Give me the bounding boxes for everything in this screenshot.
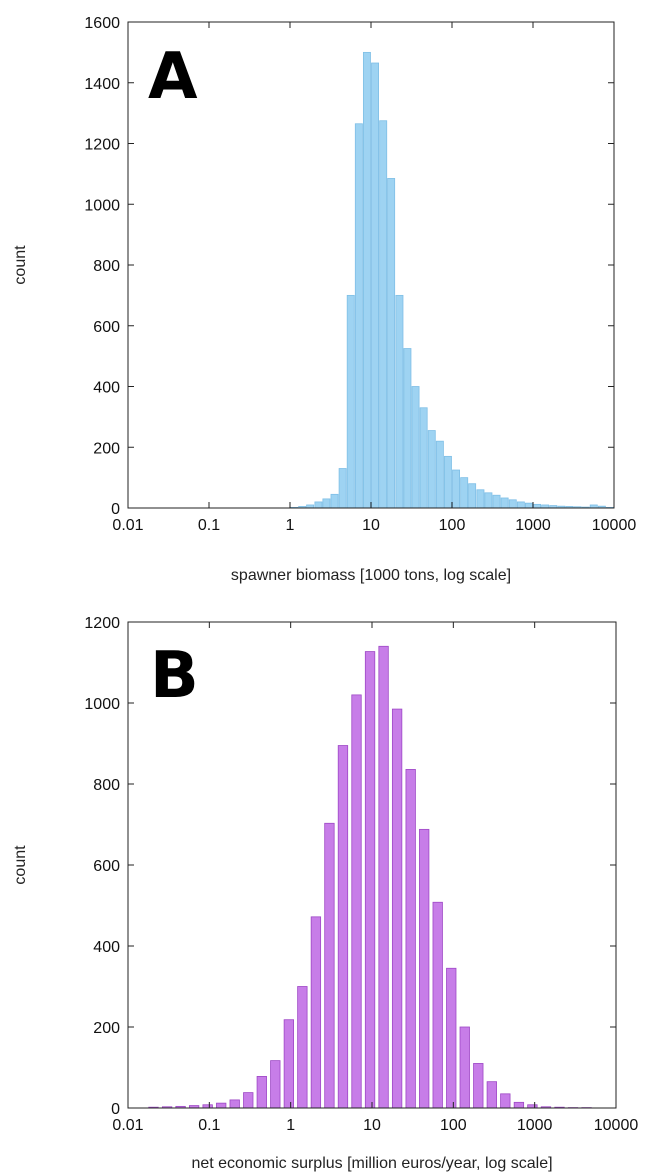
panel-b-bar [310,916,322,1109]
panel-b-bar [486,1081,497,1109]
panel-a-bar [387,178,396,509]
panel-a-bar [452,469,460,509]
panel-a-bar [476,489,485,509]
panel-a-plot-frame [127,21,615,509]
panel-b-bar [337,745,349,1109]
panel-a-bar [533,503,541,509]
panel-b-x-tick-label: 0.01 [112,1117,143,1134]
panel-a-y-axis-title: count [12,245,29,285]
panel-a-y-tick-label: 1600 [84,15,120,32]
panel-b-bar [513,1101,525,1109]
panel-a-y-tick-label: 1000 [84,197,120,214]
panel-b-x-tick-label: 10 [363,1117,381,1134]
panel-b-bar [351,694,362,1109]
panel-b-y-tick-label: 0 [111,1101,120,1118]
panel-a-x-axis-title: spawner biomass [1000 tons, log scale] [231,567,511,584]
panel-b-x-tick-label: 10000 [594,1117,639,1134]
panel-a-y-tick-label: 800 [93,258,120,275]
panel-b-x-tick-label: 100 [440,1117,467,1134]
panel-a-y-tick-label: 1200 [84,137,120,154]
panel-b-histogram: 0.01 0.1 1 10 100 1000 10000 0 200 400 600 800 1000 1… [12,615,638,1172]
panel-b-bar [405,769,416,1109]
panel-a-y-tick-label: 200 [93,440,120,457]
panel-a-bar [508,499,517,509]
panel-b-y-tick-label: 200 [93,1020,120,1037]
panel-b-bar [283,1019,294,1109]
panel-b-bar [500,1093,511,1109]
panel-a-bar [500,497,509,509]
panel-a-bar [330,493,339,509]
panel-b-x-tick-label: 0.1 [198,1117,220,1134]
panel-b-bar [216,1102,227,1109]
panel-a-bar [314,501,323,509]
panel-a-x-tick-label: 0.1 [198,517,220,534]
panel-b-bar [256,1076,267,1109]
panel-a-bar [524,502,533,509]
panel-b-bar [419,828,430,1109]
panel-b-y-axis-title: count [12,845,29,885]
panel-a-bar [354,123,363,509]
panel-a-x-tick-label: 100 [439,517,466,534]
panel-b-y-tick-label: 1200 [84,615,120,632]
panel-b-bar [364,651,376,1109]
panel-b-bar [432,901,443,1109]
panel-b-bar [229,1099,240,1109]
panel-a-x-tick-label: 10 [362,517,380,534]
panel-a-bar [468,483,477,509]
panel-b-y-tick-label: 800 [93,777,120,794]
panel-b-x-tick-label: 1 [286,1117,295,1134]
panel-a-bar [338,468,347,509]
panel-b-y-tick-label: 600 [93,858,120,875]
panel-b-bar [459,1026,470,1109]
panel-a-bar [379,120,388,509]
panel-a-bar [419,407,428,509]
panel-a-x-tick-label: 1 [286,517,295,534]
panel-a-bar [460,477,469,509]
panel-a-y-tick-label: 600 [93,319,120,336]
panel-a-bar [427,430,436,509]
panel-b-bar [243,1092,254,1109]
panel-a-bar [395,294,404,509]
panel-b-bar [324,822,335,1109]
panel-b-bar [297,986,308,1109]
panel-a-y-tick-label: 400 [93,380,120,397]
panel-a-bar [362,51,371,509]
panel-b-bars [148,645,592,1109]
panel-b-x-tick-label: 1000 [517,1117,553,1134]
panel-b-bar [270,1060,281,1109]
panel-a-bar [435,440,444,509]
panel-b-x-axis-title: net economic surplus [million euros/year… [191,1155,552,1172]
panel-a-bar [443,455,452,509]
panel-a-histogram: 0.01 0.1 1 10 100 1000 10000 0 200 400 600 800 1000 1… [12,15,636,584]
panel-a-y-tick-label: 0 [111,501,120,518]
panel-a-label: A [148,40,198,114]
panel-a-bar [484,492,493,509]
panel-b-bar [391,708,403,1109]
panel-b-y-tick-label: 1000 [84,696,120,713]
panel-a-x-tick-label: 1000 [515,517,551,534]
panel-b-bar [446,967,457,1109]
panel-b-bar [378,645,389,1109]
panel-a-x-tick-label: 0.01 [112,517,143,534]
panel-a-bar [403,348,412,509]
panel-a-bars [290,51,614,509]
panel-a-y-tick-label: 1400 [84,76,120,93]
panel-a-bar [371,62,379,509]
panel-a-x-tick-label: 10000 [592,517,637,534]
panel-a-bar [492,494,501,509]
panel-a-bar [322,498,331,509]
panel-b-ticks: 0.01 0.1 1 10 100 1000 10000 0 200 400 600 800 1000 1… [84,615,638,1134]
panel-b-bar [473,1063,484,1109]
panel-b-y-tick-label: 400 [93,939,120,956]
panel-a-bar [346,294,355,509]
panel-a-bar [516,501,525,509]
panel-a-ticks: 0.01 0.1 1 10 100 1000 10000 0 200 400 600 800 1000 1… [84,15,636,534]
panel-a-bar [411,386,420,509]
panel-b-label: B [150,639,199,713]
